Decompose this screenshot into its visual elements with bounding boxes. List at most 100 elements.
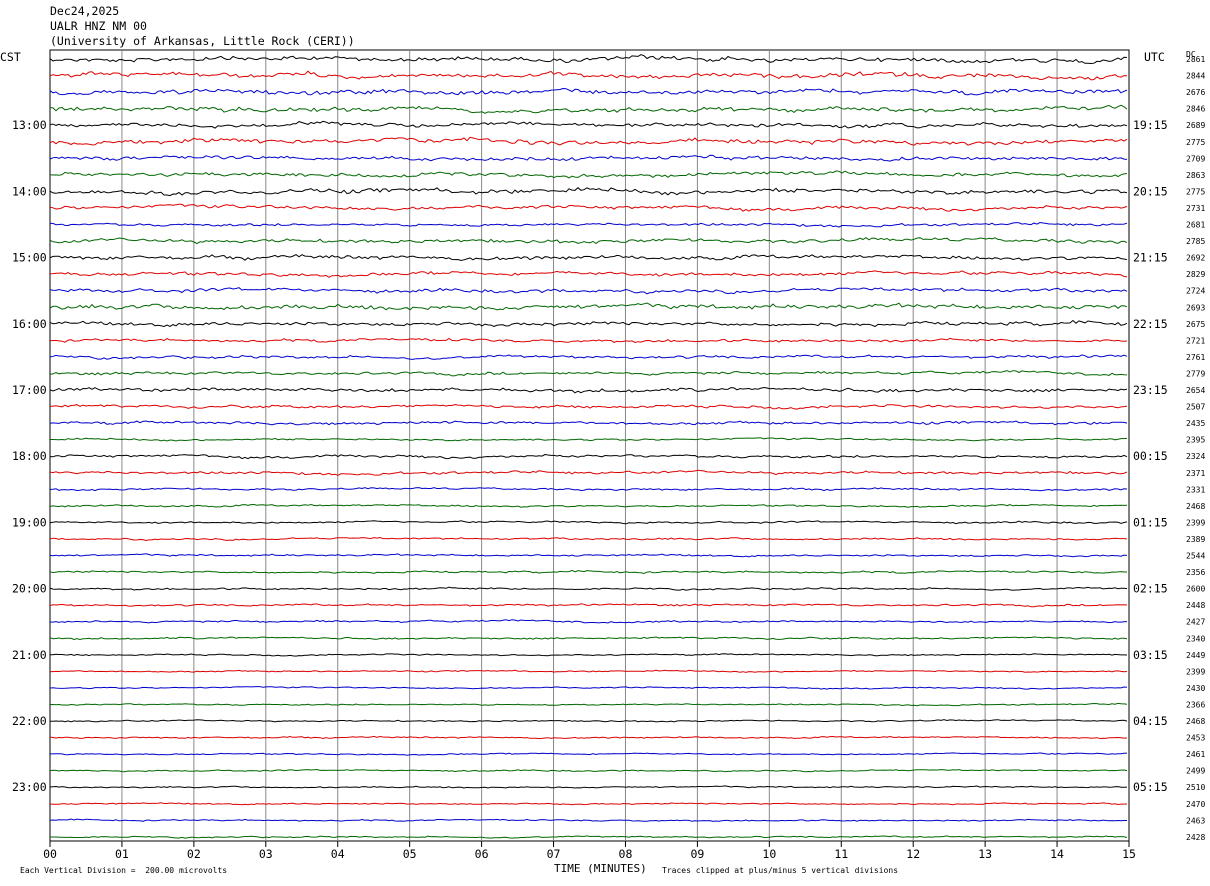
dc-offset-label: 2761: [1186, 353, 1205, 362]
right-hour-label: 02:15: [1133, 582, 1168, 596]
dc-offset-label: 2331: [1186, 485, 1205, 494]
dc-offset-label: 2448: [1186, 601, 1205, 610]
seismic-trace: [49, 768, 1128, 773]
seismic-trace: [49, 487, 1128, 492]
seismic-trace: [49, 735, 1128, 740]
right-hour-label: 22:15: [1133, 317, 1168, 331]
dc-offset-label: 2499: [1186, 767, 1205, 776]
dc-offset-label: 2676: [1186, 88, 1205, 97]
seismic-trace: [49, 453, 1128, 460]
right-timezone-label: UTC: [1144, 50, 1165, 64]
dc-offset-label: 2463: [1186, 816, 1205, 825]
seismic-trace: [50, 752, 1128, 756]
dc-offset-label: 2692: [1186, 254, 1205, 263]
dc-offset-label: 2399: [1186, 667, 1205, 676]
seismic-trace: [49, 154, 1128, 162]
dc-offset-label: 2544: [1186, 552, 1205, 561]
seismic-trace: [49, 337, 1128, 344]
seismic-trace: [49, 187, 1128, 197]
dc-offset-label: 2846: [1186, 105, 1205, 114]
seismic-trace: [49, 354, 1128, 360]
x-tick-label: 05: [403, 847, 417, 861]
seismic-trace: [49, 785, 1128, 789]
dc-column-label: DC: [1186, 50, 1196, 59]
seismic-trace: [49, 536, 1128, 542]
x-tick-label: 12: [906, 847, 920, 861]
dc-offset-label: 2861: [1186, 55, 1205, 64]
dc-offset-label: 2430: [1186, 684, 1205, 693]
left-hour-label: 15:00: [12, 251, 47, 265]
x-tick-label: 07: [547, 847, 561, 861]
seismic-trace: [50, 221, 1128, 228]
x-tick-label: 08: [619, 847, 633, 861]
seismic-trace: [49, 104, 1128, 114]
seismic-trace: [49, 403, 1128, 410]
dc-offset-label: 2681: [1186, 221, 1205, 230]
seismic-trace: [49, 136, 1128, 146]
seismic-trace: [49, 420, 1128, 426]
seismic-trace: [49, 370, 1128, 377]
dc-offset-label: 2863: [1186, 171, 1205, 180]
dc-offset-label: 2675: [1186, 320, 1205, 329]
seismic-trace: [49, 87, 1128, 96]
left-hour-label: 21:00: [12, 648, 47, 662]
seismic-trace: [49, 70, 1128, 81]
station-code: UALR HNZ NM 00: [50, 19, 147, 33]
plot-frame: [49, 49, 1130, 842]
seismic-trace: [49, 603, 1128, 608]
left-hour-label: 19:00: [12, 515, 47, 529]
seismic-trace: [49, 236, 1128, 245]
plot-date: Dec24,2025: [50, 4, 120, 18]
dc-offset-label: 2721: [1186, 336, 1205, 345]
left-hour-label: 17:00: [12, 383, 47, 397]
seismic-trace: [49, 254, 1128, 262]
dc-offset-label: 2453: [1186, 734, 1205, 743]
dc-offset-label: 2689: [1186, 121, 1205, 130]
x-tick-label: 15: [1122, 847, 1136, 861]
dc-offset-label: 2435: [1186, 419, 1205, 428]
dc-offset-label: 2399: [1186, 518, 1205, 527]
seismic-trace: [49, 569, 1127, 575]
dc-offset-label: 2510: [1186, 783, 1205, 792]
right-hour-label: 03:15: [1133, 648, 1168, 662]
seismic-trace: [49, 586, 1128, 591]
dc-offset-label: 2779: [1186, 369, 1205, 378]
seismic-trace: [49, 619, 1128, 624]
dc-offset-label: 2470: [1186, 800, 1205, 809]
x-tick-label: 03: [259, 847, 273, 861]
seismic-trace: [49, 702, 1128, 707]
dc-offset-label: 2507: [1186, 403, 1205, 412]
seismic-trace: [49, 302, 1128, 311]
seismic-trace: [49, 520, 1128, 525]
x-tick-label: 06: [475, 847, 489, 861]
clipping-note: Traces clipped at plus/minus 5 vertical …: [662, 866, 899, 875]
right-hour-label: 05:15: [1133, 780, 1168, 794]
right-hour-label: 21:15: [1133, 251, 1168, 265]
right-hour-label: 01:15: [1133, 515, 1168, 529]
x-tick-label: 01: [115, 847, 129, 861]
seismic-trace: [50, 653, 1128, 657]
seismic-trace: [49, 287, 1128, 295]
dc-offset-label: 2844: [1186, 72, 1205, 81]
seismic-trace: [49, 120, 1128, 129]
seismic-trace: [50, 835, 1128, 839]
x-tick-label: 13: [978, 847, 992, 861]
seismic-trace: [49, 54, 1128, 65]
dc-offset-label: 2324: [1186, 452, 1205, 461]
left-hour-label: 23:00: [12, 780, 47, 794]
dc-offset-label: 2468: [1186, 502, 1205, 511]
dc-offset-label: 2724: [1186, 287, 1205, 296]
x-tick-label: 14: [1050, 847, 1064, 861]
left-hour-label: 16:00: [12, 317, 47, 331]
x-tick-label: 00: [43, 847, 57, 861]
network-name: (University of Arkansas, Little Rock (CE…: [50, 34, 355, 48]
dc-offset-label: 2395: [1186, 436, 1205, 445]
seismic-trace: [49, 553, 1128, 558]
right-hour-label: 23:15: [1133, 383, 1168, 397]
seismic-trace: [49, 503, 1128, 508]
dc-offset-label: 2785: [1186, 237, 1205, 246]
seismic-trace: [49, 818, 1127, 822]
left-hour-label: 20:00: [12, 582, 47, 596]
seismic-trace: [49, 686, 1128, 690]
